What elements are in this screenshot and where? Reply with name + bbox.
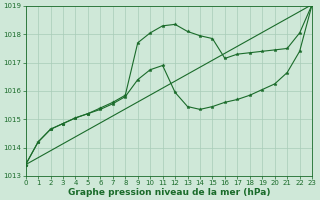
- X-axis label: Graphe pression niveau de la mer (hPa): Graphe pression niveau de la mer (hPa): [68, 188, 270, 197]
